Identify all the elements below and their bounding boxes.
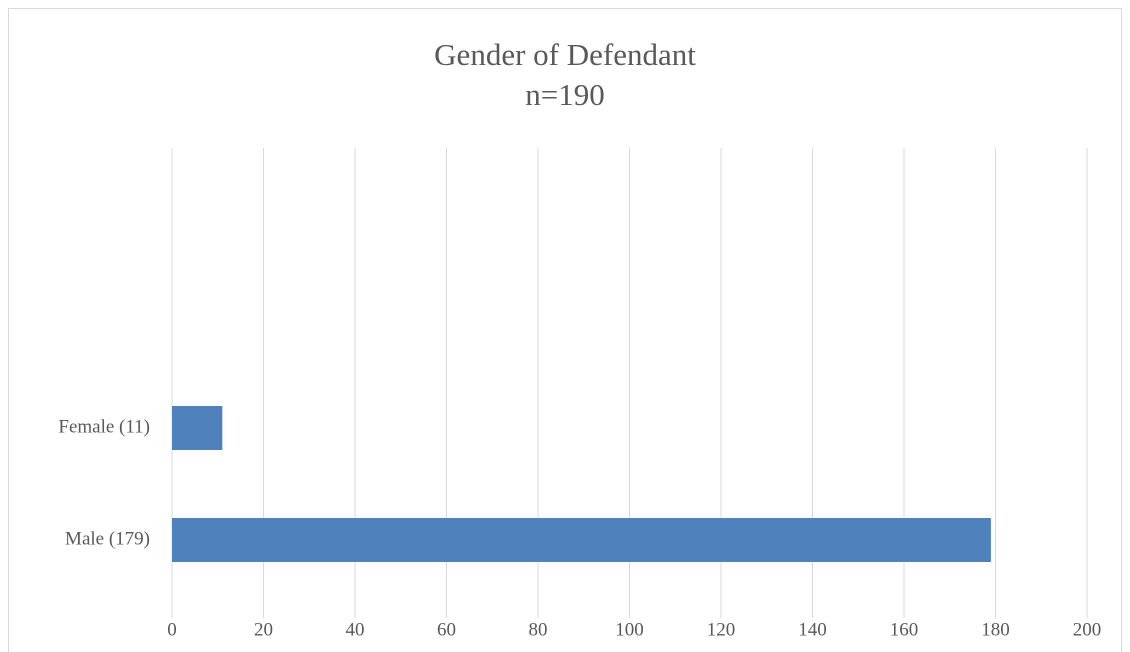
x-tick-label: 100 [615, 619, 644, 640]
bar [172, 518, 991, 562]
x-tick-label: 120 [707, 619, 736, 640]
x-tick-label: 180 [981, 619, 1010, 640]
y-tick-label: Female (11) [58, 416, 150, 437]
x-tick-label: 140 [798, 619, 827, 640]
x-tick-label: 40 [346, 619, 365, 640]
y-tick-label: Male (179) [65, 528, 150, 549]
chart-title: Gender of Defendant [434, 37, 696, 72]
x-tick-label: 200 [1073, 619, 1102, 640]
x-tick-label: 20 [254, 619, 273, 640]
x-tick-label: 80 [529, 619, 548, 640]
x-tick-label: 60 [437, 619, 456, 640]
chart-subtitle: n=190 [525, 77, 604, 112]
bar [172, 406, 223, 450]
x-tick-label: 0 [167, 619, 177, 640]
x-tick-label: 160 [890, 619, 919, 640]
